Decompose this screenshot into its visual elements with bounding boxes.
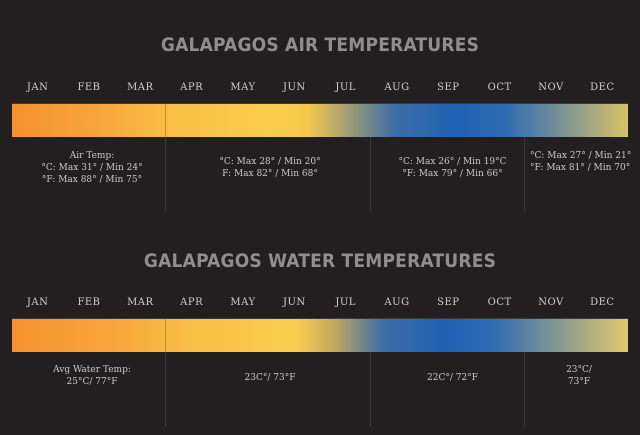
period-separator bbox=[165, 352, 166, 427]
air-month-axis: JAN FEB MAR APR MAY JUN JUL AUG SEP OCT NOV DEC bbox=[12, 82, 628, 96]
water-month-axis: JAN FEB MAR APR MAY JUN JUL AUG SEP OCT NOV DEC bbox=[12, 297, 628, 311]
water-chart-title: GALAPAGOS WATER TEMPERATURES bbox=[143, 250, 497, 272]
water-info-label: Avg Water Temp: bbox=[53, 365, 131, 375]
air-bar-divider bbox=[165, 104, 166, 137]
air-info-nov-dec: °C: Max 27° / Min 21° °F: Max 81° / Min … bbox=[530, 150, 632, 174]
month-label-dec: DEC bbox=[590, 297, 615, 308]
month-label-sep: SEP bbox=[437, 297, 460, 308]
air-info-aug-oct: °C: Max 26° / Min 19°C °F: Max 79° / Min… bbox=[380, 156, 525, 180]
month-label-jul: JUL bbox=[335, 82, 356, 93]
month-label-nov: NOV bbox=[538, 297, 564, 308]
water-info-apr-jul: 23C°/ 73°F bbox=[185, 372, 355, 384]
air-info-fahrenheit: °F: Max 79° / Min 66° bbox=[402, 169, 503, 179]
air-temperature-bar bbox=[12, 103, 628, 137]
air-info-celsius: °C: Max 27° / Min 21° bbox=[530, 151, 632, 161]
month-label-mar: MAR bbox=[127, 297, 154, 308]
month-label-nov: NOV bbox=[538, 82, 564, 93]
month-label-may: MAY bbox=[230, 297, 256, 308]
month-label-oct: OCT bbox=[487, 297, 512, 308]
period-separator bbox=[370, 352, 372, 427]
month-label-aug: AUG bbox=[384, 82, 410, 93]
water-info-value: 22C°/ 72°F bbox=[427, 373, 478, 383]
month-label-apr: APR bbox=[180, 297, 204, 308]
month-label-jan: JAN bbox=[26, 82, 49, 93]
air-info-apr-jul: °C: Max 28° / Min 20° F: Max 82° / Min 6… bbox=[185, 156, 355, 180]
period-separator bbox=[165, 137, 166, 212]
air-info-fahrenheit: F: Max 82° / Min 68° bbox=[222, 169, 318, 179]
month-label-sep: SEP bbox=[437, 82, 460, 93]
period-separator bbox=[524, 137, 526, 212]
water-temperature-bar bbox=[12, 318, 628, 352]
period-separator bbox=[370, 137, 372, 212]
water-bar-divider bbox=[165, 319, 166, 352]
month-label-jun: JUN bbox=[282, 297, 306, 308]
water-info-aug-oct: 22C°/ 72°F bbox=[380, 372, 525, 384]
air-info-celsius: °C: Max 28° / Min 20° bbox=[219, 157, 321, 167]
month-label-jun: JUN bbox=[282, 82, 306, 93]
month-label-jul: JUL bbox=[335, 297, 356, 308]
water-info-value: 73°F bbox=[567, 377, 591, 387]
water-info-jan-mar: Avg Water Temp: 25°C/ 77°F bbox=[22, 364, 162, 388]
water-info-value: 25°C/ 77°F bbox=[66, 377, 118, 387]
air-info-celsius: °C: Max 26° / Min 19°C bbox=[398, 157, 507, 167]
air-info-fahrenheit: °F: Max 88° / Min 75° bbox=[41, 175, 143, 185]
month-label-dec: DEC bbox=[590, 82, 615, 93]
water-info-value: 23°C/ bbox=[566, 365, 592, 375]
air-info-celsius: °C: Max 31° / Min 24° bbox=[41, 163, 143, 173]
month-label-feb: FEB bbox=[77, 297, 101, 308]
period-separator bbox=[524, 352, 526, 427]
water-dividers bbox=[12, 352, 628, 427]
air-chart-title: GALAPAGOS AIR TEMPERATURES bbox=[160, 34, 480, 56]
air-info-fahrenheit: °F: Max 81° / Min 70° bbox=[530, 163, 631, 173]
air-dividers bbox=[12, 137, 628, 212]
air-info-label: Air Temp: bbox=[69, 151, 115, 161]
month-label-apr: APR bbox=[180, 82, 204, 93]
month-label-mar: MAR bbox=[127, 82, 154, 93]
month-label-may: MAY bbox=[230, 82, 256, 93]
month-label-jan: JAN bbox=[26, 297, 49, 308]
water-info-nov-dec: 23°C/ 73°F bbox=[530, 364, 628, 388]
air-info-jan-mar: Air Temp: °C: Max 31° / Min 24° °F: Max … bbox=[22, 150, 162, 186]
water-info-value: 23C°/ 73°F bbox=[244, 373, 296, 383]
month-label-feb: FEB bbox=[77, 82, 101, 93]
month-label-aug: AUG bbox=[384, 297, 410, 308]
month-label-oct: OCT bbox=[487, 82, 512, 93]
